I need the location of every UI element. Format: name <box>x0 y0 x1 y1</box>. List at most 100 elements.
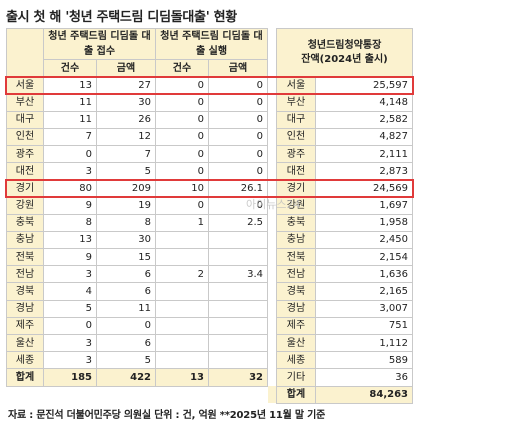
region-cell: 경남 <box>6 299 44 318</box>
col-apply-amount: 금액 <box>96 58 156 78</box>
balance-region-cell: 세종 <box>276 351 316 370</box>
exec-count-cell: 0 <box>155 93 209 112</box>
exec-amount-cell: 0 <box>208 76 268 95</box>
gap-cell <box>267 76 277 94</box>
balance-region-cell: 전북 <box>276 248 316 267</box>
apply-count-cell: 5 <box>43 299 97 318</box>
apply-amount-cell: 6 <box>96 333 156 353</box>
table-row: 경남 5 11 경남 3,007 <box>6 299 413 318</box>
gap-cell <box>267 300 277 318</box>
header-row-1: 청년 주택드림 디딤돌 대출 접수 청년 주택드림 디딤돌 대출 실행 청년드림… <box>6 27 413 78</box>
exec-count-cell: 2 <box>155 265 209 284</box>
gap-cell <box>267 368 277 387</box>
exec-count-cell <box>155 299 209 318</box>
region-cell: 부산 <box>6 93 44 112</box>
empty-cell <box>155 386 209 404</box>
page-title: 출시 첫 해 '청년 주택드림 디딤돌대출' 현황 <box>6 10 237 25</box>
exec-amount-cell <box>208 333 268 353</box>
region-cell: 강원 <box>6 196 44 215</box>
gap-cell <box>267 197 277 215</box>
corner-cell <box>6 28 44 60</box>
gap-cell <box>267 93 277 112</box>
balance-value-cell: 751 <box>315 316 413 336</box>
apply-amount-cell: 6 <box>96 282 156 301</box>
apply-amount-cell: 0 <box>96 316 156 336</box>
group-header-exec: 청년 주택드림 디딤돌 대출 실행 <box>155 28 268 60</box>
apply-amount-cell: 12 <box>96 127 156 146</box>
apply-count-cell: 0 <box>43 144 97 164</box>
group-header-apply: 청년 주택드림 디딤돌 대출 접수 <box>43 28 156 60</box>
balance-region-cell: 경남 <box>276 299 316 318</box>
col-apply-count: 건수 <box>43 58 97 78</box>
table-row: 경기 80 209 10 26.1 경기 24,569 <box>6 179 413 198</box>
balance-value-cell: 1,112 <box>315 333 413 353</box>
exec-amount-cell: 0 <box>208 93 268 112</box>
table-row: 전남 3 6 2 3.4 전남 1,636 <box>6 265 413 284</box>
gap-cell <box>267 248 277 266</box>
exec-amount-cell: 0 <box>208 110 268 129</box>
watermark: 아이뉴스24 <box>246 198 301 211</box>
balance-value-cell: 2,154 <box>315 248 413 267</box>
region-cell: 충북 <box>6 213 44 232</box>
apply-amount-cell: 27 <box>96 76 156 95</box>
exec-count-cell <box>155 230 209 250</box>
table-row: 서울 13 27 0 0 서울 25,597 <box>6 76 413 95</box>
balance-value-cell: 1,636 <box>315 265 413 284</box>
gap-cell <box>267 386 277 404</box>
region-cell: 울산 <box>6 333 44 353</box>
apply-amount-cell: 6 <box>96 265 156 284</box>
gap-cell <box>267 317 277 335</box>
balance-value-cell: 2,582 <box>315 110 413 129</box>
balance-region-cell: 충북 <box>276 213 316 232</box>
region-cell: 경북 <box>6 282 44 301</box>
header-row-2: 건수 금액 건수 금액 <box>6 58 413 78</box>
table-row: 인천 7 12 0 0 인천 4,827 <box>6 127 413 146</box>
table-row: 충남 13 30 충남 2,450 <box>6 230 413 250</box>
exec-amount-cell: 0 <box>208 162 268 181</box>
balance-value-cell: 24,569 <box>315 179 413 198</box>
balance-value-cell: 2,873 <box>315 162 413 181</box>
exec-amount-cell: 2.5 <box>208 213 268 232</box>
exec-count-cell: 0 <box>155 76 209 95</box>
balance-region-cell: 울산 <box>276 333 316 353</box>
balance-value-cell: 3,007 <box>315 299 413 318</box>
right-header-line2: 잔액(2024년 출시) <box>301 53 388 65</box>
exec-amount-cell: 0 <box>208 127 268 146</box>
apply-count-cell: 8 <box>43 213 97 232</box>
balance-region-cell: 대구 <box>276 110 316 129</box>
total-aa-cell: 422 <box>96 368 156 387</box>
empty-cell <box>6 386 44 404</box>
table-row: 부산 11 30 0 0 부산 4,148 <box>6 93 413 112</box>
balance-value-cell: 2,450 <box>315 230 413 250</box>
apply-count-cell: 3 <box>43 265 97 284</box>
exec-count-cell: 0 <box>155 162 209 181</box>
total-ec-cell: 13 <box>155 368 209 387</box>
exec-amount-cell: 26.1 <box>208 179 268 198</box>
right-header: 청년드림청약통장 잔액(2024년 출시) <box>276 27 413 78</box>
total-ac-cell: 185 <box>43 368 97 387</box>
exec-amount-cell <box>208 299 268 318</box>
apply-amount-cell: 30 <box>96 93 156 112</box>
apply-count-cell: 9 <box>43 248 97 267</box>
exec-count-cell: 1 <box>155 213 209 232</box>
total-ea-cell: 32 <box>208 368 268 387</box>
gap-cell <box>267 128 277 146</box>
balance-value-cell: 1,958 <box>315 213 413 232</box>
balance-region-cell: 광주 <box>276 144 316 164</box>
gap-cell <box>267 351 277 369</box>
col-exec-count: 건수 <box>155 58 209 78</box>
apply-amount-cell: 8 <box>96 213 156 232</box>
apply-amount-cell: 5 <box>96 162 156 181</box>
apply-amount-cell: 15 <box>96 248 156 267</box>
gap-cell <box>267 265 277 283</box>
total-row: 합계 84,263 <box>6 385 413 404</box>
balance-value-cell: 25,597 <box>315 76 413 95</box>
gap-cell <box>267 282 277 301</box>
table-row: 충북 8 8 1 2.5 충북 1,958 <box>6 213 413 232</box>
exec-count-cell: 0 <box>155 196 209 215</box>
balance-value-cell: 4,827 <box>315 127 413 146</box>
apply-count-cell: 13 <box>43 76 97 95</box>
table-row: 경북 4 6 경북 2,165 <box>6 282 413 301</box>
gap-cell <box>267 214 277 232</box>
total-label-cell: 합계 <box>6 368 44 387</box>
